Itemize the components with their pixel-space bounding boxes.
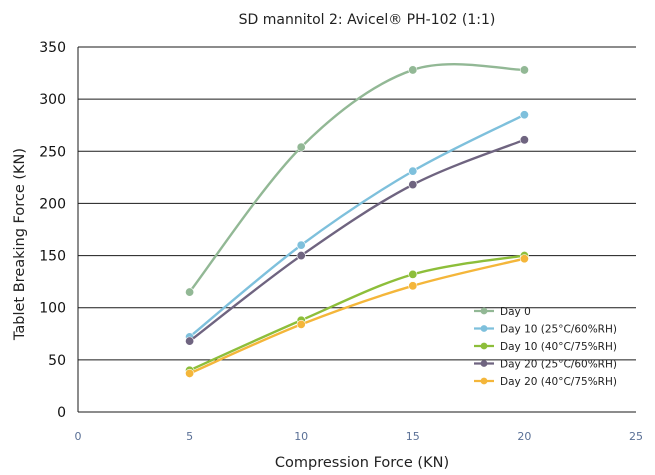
data-point	[519, 65, 529, 75]
y-tick-label: 250	[39, 144, 66, 160]
legend-label: Day 0	[500, 306, 531, 318]
data-point	[185, 287, 195, 297]
y-tick-label: 350	[39, 40, 66, 56]
x-tick-label: 5	[186, 430, 193, 443]
series-group	[185, 63, 529, 378]
y-tick-labels: 0 50 100 150 200 250 300 350	[39, 40, 66, 421]
x-tick-label: 25	[629, 430, 643, 443]
y-tick-label: 0	[57, 405, 66, 421]
series-line	[188, 113, 525, 338]
y-tick-label: 200	[39, 196, 66, 212]
series-line	[188, 138, 525, 343]
legend-label: Day 20 (25°C/60%RH)	[500, 359, 617, 371]
legend-swatch-marker	[480, 360, 488, 367]
x-tick-label: 20	[517, 430, 531, 443]
series-line	[189, 257, 525, 375]
y-tick-label: 50	[48, 353, 66, 369]
legend-item: Day 10 (25°C/60%RH)	[474, 324, 617, 336]
data-point	[296, 240, 306, 250]
series-line	[188, 63, 525, 293]
legend-item: Day 20 (40°C/75%RH)	[474, 376, 617, 388]
legend-label: Day 20 (40°C/75%RH)	[500, 376, 617, 388]
data-point	[519, 110, 529, 120]
chart-title: SD mannitol 2: Avicel® PH-102 (1:1)	[239, 12, 496, 28]
legend-swatch-marker	[480, 307, 488, 315]
y-tick-label: 150	[39, 249, 66, 265]
y-axis-label: Tablet Breaking Force (KN)	[12, 148, 28, 341]
x-tick-label: 0	[75, 430, 82, 443]
data-point	[519, 135, 529, 145]
legend-item: Day 20 (25°C/60%RH)	[474, 359, 617, 371]
data-point	[408, 166, 418, 176]
legend-swatch-marker	[480, 342, 488, 350]
series-5	[185, 254, 529, 378]
series-4	[185, 135, 529, 346]
x-axis-label: Compression Force (KN)	[275, 455, 449, 471]
data-point	[408, 180, 418, 190]
data-point	[296, 142, 306, 152]
data-point	[519, 254, 529, 264]
data-point	[185, 336, 195, 346]
grid	[77, 46, 636, 413]
data-point	[408, 65, 418, 75]
legend-label: Day 10 (25°C/60%RH)	[500, 324, 617, 336]
data-point	[408, 281, 418, 291]
data-point	[296, 251, 306, 261]
data-point	[408, 269, 418, 279]
legend-label: Day 10 (40°C/75%RH)	[500, 341, 617, 353]
data-point	[185, 368, 195, 378]
y-tick-label: 100	[39, 301, 66, 317]
legend-item: Day 10 (40°C/75%RH)	[474, 341, 617, 353]
x-tick-label: 10	[294, 430, 308, 443]
series-1	[185, 63, 529, 297]
legend-swatch-marker	[480, 377, 488, 385]
data-point	[296, 319, 306, 329]
x-tick-label: 15	[406, 430, 420, 443]
legend-item: Day 0	[474, 306, 531, 318]
series-line	[189, 254, 525, 372]
y-tick-label: 300	[39, 92, 66, 108]
x-tick-labels: 0 5 10 15 20 25	[75, 430, 644, 443]
legend: Day 0 Day 10 (25°C/60%RH) Day 10 (40°C/75%…	[474, 306, 617, 388]
legend-swatch-marker	[480, 325, 488, 332]
